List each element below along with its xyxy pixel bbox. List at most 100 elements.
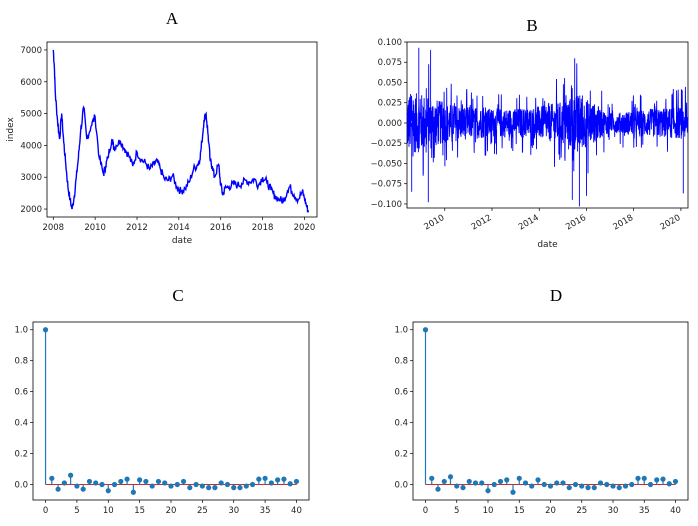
panel-b-plot-frame [406, 41, 689, 209]
panel-d-stem-marker [597, 480, 604, 486]
panel-d-stem-marker [529, 483, 535, 489]
panel-c-y-tick-label: 0.2 [14, 450, 28, 460]
panel-d-stem-marker [585, 485, 591, 491]
panel-d-stem-marker [654, 477, 660, 483]
panel-b-returns-line [406, 47, 689, 207]
panel-c-stem-marker [137, 477, 143, 483]
panel-d-stem-marker [604, 481, 610, 488]
panel-a-y-tick-label: 3000 [20, 173, 42, 183]
panel-c-x-tick-label: 40 [291, 506, 302, 516]
panel-d-x-tick-label: 30 [608, 506, 619, 516]
panel-d-x-tick-label: 35 [639, 506, 650, 516]
panel-c-stem-marker [55, 486, 61, 492]
panel-c-stem-marker [86, 478, 93, 485]
panel-d-stem-marker [491, 481, 497, 488]
panel-d-stem-marker [497, 478, 504, 485]
panel-d-x-tick-label: 15 [514, 506, 525, 516]
panel-b-y-tick-label: 0.050 [378, 78, 402, 88]
panel-c-stem-marker [124, 476, 130, 482]
panel-d-stem-marker [622, 483, 629, 489]
panel-d-stem-marker [522, 480, 529, 486]
panel-b-chart: 2010 2012 2014 2016 2018 2020 0.100 0.075 0.050 0… [371, 38, 689, 250]
panel-d-stem-marker [647, 481, 654, 488]
panel-b-x-tick-label: 2012 [470, 213, 494, 232]
panel-d-stem-marker [479, 480, 485, 486]
panel-c-stem-marker [61, 480, 67, 486]
panel-c-stem-marker [262, 475, 268, 481]
panel-c-y-tick-label: 0.4 [14, 419, 28, 429]
panel-b-y-tick-label: 0.000 [378, 119, 402, 129]
panel-c-stem-marker [118, 478, 124, 485]
panel-c-y-tick-label: 0.8 [14, 357, 28, 367]
panel-c-stem-marker [99, 481, 105, 488]
panel-c-stem-marker [187, 485, 193, 491]
panel-d-stem-marker [635, 475, 641, 481]
panel-c-stem-marker [224, 481, 231, 488]
panel-c-stem-marker [243, 483, 249, 489]
panel-c-y-tick-label: 0.0 [14, 481, 28, 491]
panel-d-stem-marker [454, 483, 460, 489]
panel-a-x-tick-label: 2020 [294, 223, 316, 233]
panel-d-stem-marker [422, 327, 429, 333]
panel-c-stem-marker [49, 475, 55, 481]
panel-a-chart: 2008 2010 2012 2014 2016 2018 2020 2000 3000 4000… [6, 41, 318, 246]
panel-d-stem-marker [485, 488, 491, 494]
panel-c-stem-marker [174, 481, 180, 488]
panel-d-y-tick-label: 0.6 [394, 388, 408, 398]
panel-b-y-tick-label: −0.050 [371, 159, 402, 169]
panel-c-x-tick-label: 15 [134, 506, 145, 516]
panel-a-y-tick-label: 4000 [20, 141, 42, 151]
panel-c-stem-marker [275, 477, 281, 483]
panel-c-stem-marker [93, 480, 99, 486]
panel-d-stem-marker [447, 474, 454, 480]
panel-a-x-tick-label: 2008 [42, 223, 64, 233]
panel-d-stem-marker [579, 483, 585, 489]
panel-d-stem-marker [472, 480, 479, 486]
panel-d-x-tick-label: 25 [576, 506, 587, 516]
panel-d-stem-marker [554, 480, 560, 486]
panel-letter-a: A [166, 9, 179, 28]
panel-d-x-tick-label: 10 [483, 506, 494, 516]
panel-c-stem-marker [80, 486, 86, 492]
panel-b-y-tick-label: 0.025 [378, 99, 402, 109]
panel-d-stem-marker [591, 485, 597, 491]
panel-c-stem-marker [74, 483, 80, 489]
panel-c-stem-marker [199, 483, 205, 489]
panel-d-stem-marker [516, 475, 522, 481]
panel-a-y-tick-label: 7000 [20, 46, 42, 56]
panel-d-stem-marker [666, 481, 672, 487]
panel-d-stem-marker [429, 475, 435, 481]
panel-b-x-tick-label: 2018 [611, 213, 635, 232]
panel-d-chart: 0 5 10 15 20 25 30 35 40 1.0 0.8 0.6 0.4 0.2 0.0 [394, 321, 689, 516]
panel-c-stem-marker [105, 488, 111, 494]
panel-c-stem-marker [111, 481, 118, 488]
panel-b-y-tick-label: −0.100 [371, 200, 402, 210]
panel-d-stem-marker [541, 481, 547, 488]
panel-c-stem-marker [293, 478, 300, 485]
panel-b-x-tick-label: 2016 [564, 213, 588, 232]
panel-c-x-tick-label: 10 [103, 506, 114, 516]
panel-d-stem-marker [460, 485, 466, 491]
panel-b-y-tick-label: 0.075 [378, 58, 402, 68]
panel-d-stem-marker [629, 481, 635, 488]
panel-d-stem-marker [560, 480, 566, 486]
panel-d-stem-marker [466, 478, 472, 485]
panel-b-x-tick-label: 2010 [423, 213, 447, 232]
panel-a-y-tick-label: 2000 [20, 205, 42, 215]
panel-d-x-tick-label: 20 [545, 506, 556, 516]
panel-d-stem-marker [547, 483, 554, 489]
panel-c-stem-marker [206, 485, 212, 491]
panel-c-stem-marker [256, 476, 262, 482]
panel-c-stem-marker [268, 480, 274, 486]
panel-d-stem-marker [672, 478, 679, 485]
panel-c-stem-marker [149, 483, 155, 489]
panel-d-x-tick-label: 40 [670, 506, 681, 516]
panel-c-chart: 0 5 10 15 20 25 30 35 40 1.0 0.8 0.6 0.4 0.2 0.0 [14, 321, 310, 516]
panel-d-stem-marker [566, 485, 572, 491]
panel-c-stem-marker [68, 472, 74, 478]
panel-letter-d: D [550, 286, 562, 305]
panel-d-plot-frame [412, 321, 689, 501]
panel-a-plot-frame [46, 41, 318, 218]
panel-d-stem-marker [572, 481, 579, 488]
